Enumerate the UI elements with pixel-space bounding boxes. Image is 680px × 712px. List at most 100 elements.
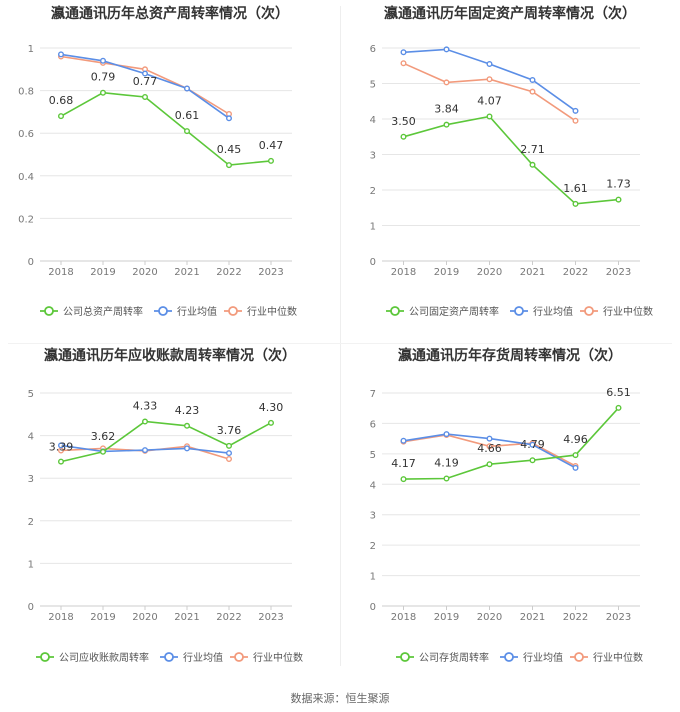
data-point-company	[58, 113, 65, 120]
data-point-company	[615, 404, 622, 411]
data-point-company	[400, 476, 407, 483]
data-point-company	[99, 89, 106, 96]
chart-title: 瀛通通讯历年总资产周转率情况（次）	[50, 5, 289, 22]
y-tick-label: 1	[28, 44, 34, 55]
data-point-avg	[99, 57, 106, 64]
data-point-avg	[225, 115, 232, 122]
data-label: 4.33	[133, 400, 158, 413]
data-point-avg	[443, 431, 450, 438]
data-label: 0.47	[259, 139, 284, 152]
legend-marker-icon	[584, 306, 594, 316]
data-point-avg	[225, 450, 232, 457]
data-label: 3.50	[391, 115, 416, 128]
data-point-company	[268, 157, 275, 164]
data-point-company	[529, 457, 536, 464]
legend-marker-icon	[158, 306, 168, 316]
legend-label-avg: 行业均值	[523, 651, 563, 664]
data-point-company	[400, 133, 407, 140]
data-point-company	[486, 113, 493, 120]
legend-marker-icon	[574, 652, 584, 662]
data-point-company	[443, 121, 450, 128]
data-label: 0.79	[91, 71, 116, 84]
x-tick-label: 2021	[520, 267, 545, 278]
data-point-company	[99, 448, 106, 455]
legend-label-avg: 行业均值	[533, 305, 573, 318]
data-point-avg	[486, 60, 493, 67]
data-point-company	[268, 419, 275, 426]
data-point-avg	[58, 442, 65, 449]
data-label: 6.51	[606, 386, 631, 399]
x-tick-label: 2022	[216, 612, 241, 623]
series-line-company	[60, 91, 272, 166]
y-tick-label: 7	[370, 389, 376, 400]
data-point-company	[572, 200, 579, 207]
vertical-divider	[340, 6, 341, 666]
legend-marker-icon	[164, 652, 174, 662]
data-point-avg	[572, 464, 579, 471]
legend-label-company: 公司总资产周转率	[63, 305, 143, 318]
legend-marker-icon	[228, 306, 238, 316]
data-label: 0.68	[49, 94, 74, 107]
data-label: 1.73	[606, 178, 631, 191]
y-tick-label: 3	[28, 474, 34, 485]
x-tick-label: 2018	[391, 267, 416, 278]
x-tick-label: 2022	[563, 612, 588, 623]
y-tick-label: 0	[28, 257, 34, 268]
data-point-avg	[183, 85, 190, 92]
data-point-company	[141, 93, 148, 100]
x-tick-label: 2018	[391, 612, 416, 623]
data-label: 4.17	[391, 457, 416, 470]
legend-marker-icon	[400, 652, 410, 662]
y-tick-label: 1	[28, 559, 34, 570]
legend-label-company: 公司固定资产周转率	[409, 305, 499, 318]
x-tick-label: 2021	[174, 612, 199, 623]
x-tick-label: 2020	[132, 612, 157, 623]
data-point-company	[572, 452, 579, 459]
data-point-avg	[141, 70, 148, 77]
data-label: 3.84	[434, 103, 459, 116]
legend-marker-icon	[234, 652, 244, 662]
x-tick-label: 2021	[520, 612, 545, 623]
data-point-company	[183, 422, 190, 429]
data-point-company	[141, 418, 148, 425]
data-label: 4.96	[563, 433, 588, 446]
data-point-median	[529, 88, 536, 95]
chart-title: 瀛通通讯历年存货周转率情况（次）	[397, 347, 622, 364]
y-tick-label: 0.4	[18, 172, 34, 183]
y-tick-label: 4	[370, 480, 376, 491]
data-label: 4.30	[259, 401, 284, 414]
data-point-median	[400, 60, 407, 67]
data-point-avg	[183, 445, 190, 452]
data-source: 数据来源：恒生聚源	[290, 692, 390, 705]
y-tick-label: 3	[370, 511, 376, 522]
x-tick-label: 2018	[48, 612, 73, 623]
x-tick-label: 2023	[258, 267, 283, 278]
data-point-avg	[400, 437, 407, 444]
data-label: 4.19	[434, 457, 459, 470]
data-label: 0.45	[217, 143, 242, 156]
data-point-avg	[529, 76, 536, 83]
legend-marker-icon	[44, 306, 54, 316]
y-tick-label: 0	[370, 602, 376, 613]
data-point-avg	[529, 441, 536, 448]
y-tick-label: 5	[370, 450, 376, 461]
x-tick-label: 2022	[216, 267, 241, 278]
legend-label-avg: 行业均值	[183, 651, 223, 664]
y-tick-label: 4	[28, 432, 34, 443]
data-label: 4.66	[477, 442, 502, 455]
data-label: 0.77	[133, 75, 158, 88]
series-line-company	[60, 420, 272, 463]
data-label: 0.61	[175, 109, 200, 122]
x-tick-label: 2023	[258, 612, 283, 623]
legend-label-median: 行业中位数	[253, 651, 303, 664]
data-point-company	[183, 128, 190, 135]
chart-title: 瀛通通讯历年固定资产周转率情况（次）	[383, 5, 636, 22]
data-point-company	[443, 475, 450, 482]
x-tick-label: 2021	[174, 267, 199, 278]
legend-label-avg: 行业均值	[177, 305, 217, 318]
x-tick-label: 2019	[90, 612, 115, 623]
y-tick-label: 0.8	[18, 87, 34, 98]
y-tick-label: 6	[370, 44, 376, 55]
data-point-median	[486, 443, 493, 450]
